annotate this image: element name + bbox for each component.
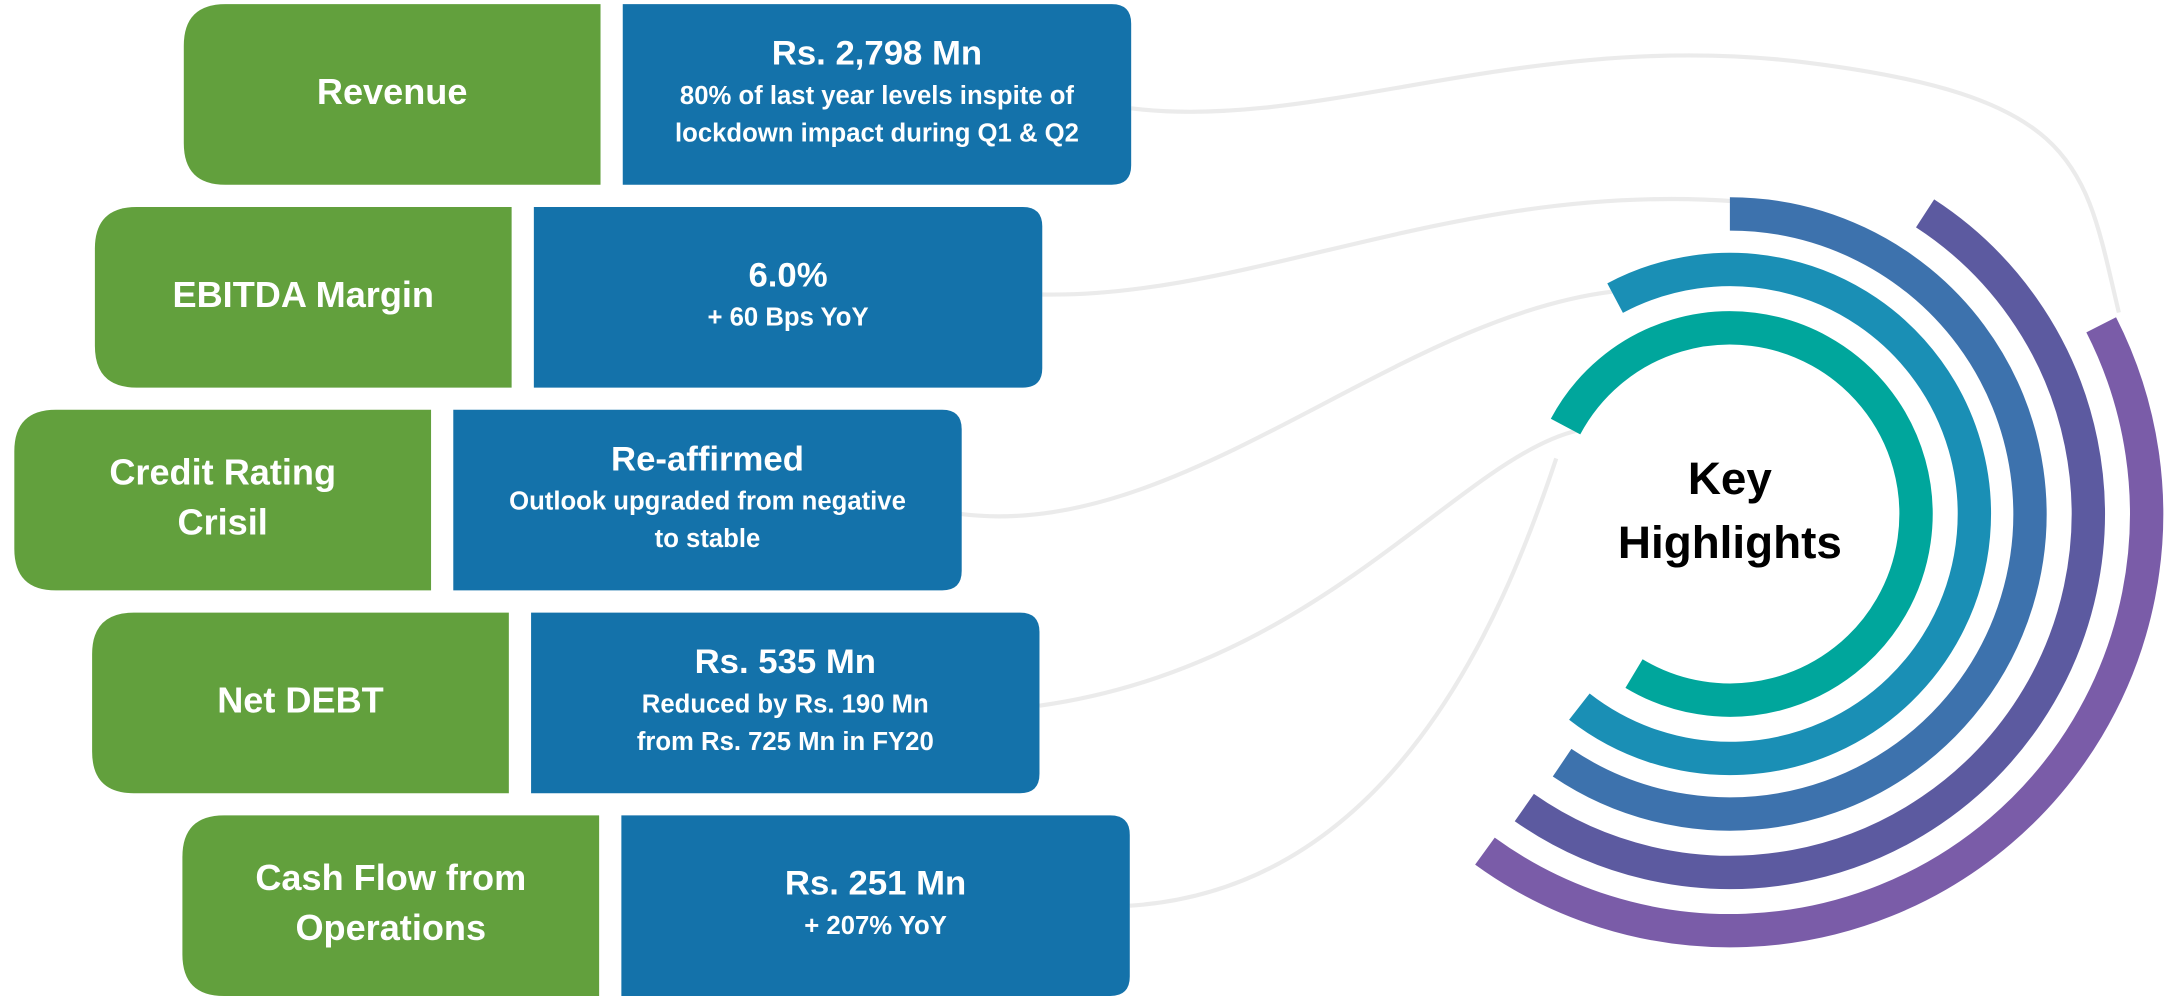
connector [1042,196,1737,297]
detail-text: Outlook upgraded from negative [509,488,906,516]
label-box [92,612,509,794]
connector [1039,428,1578,708]
detail-text: to stable [655,525,761,553]
detail-text: from Rs. 725 Mn in FY20 [637,728,934,756]
label-box [182,815,600,996]
detail-text: + 207% YoY [804,912,947,940]
ring-arc [1550,311,1933,717]
label-box [14,409,432,591]
label-text: Net DEBT [217,679,384,720]
ring-arc [1552,197,2047,831]
detail-text: + 60 Bps YoY [708,304,869,332]
label-text: EBITDA Margin [173,274,434,315]
ring-arc [1475,317,2164,948]
ring-arc [1514,199,2105,890]
center-title: Highlights [1618,517,1842,568]
value-box [621,815,1130,996]
value-text: Rs. 251 Mn [785,865,966,903]
center-title: Key [1688,453,1773,504]
value-text: 6.0% [748,256,827,294]
connector [1129,457,1559,908]
connectors [960,53,2121,908]
value-text: Rs. 535 Mn [695,643,876,681]
label-box [183,4,601,185]
label-text: Revenue [317,71,468,112]
detail-text: 80% of last year levels inspite of [680,82,1074,110]
value-box [531,612,1040,794]
label-text: Cash Flow from [255,857,526,898]
ring-arc [1569,252,1992,776]
connector [960,289,1613,519]
value-text: Re-affirmed [611,440,804,478]
label-text: Operations [295,907,486,948]
label-box [94,206,512,388]
detail-text: Reduced by Rs. 190 Mn [642,690,929,718]
connector [1130,53,2121,314]
detail-text: lockdown impact during Q1 & Q2 [675,120,1079,148]
value-text: Rs. 2,798 Mn [772,35,982,73]
value-box [533,206,1043,388]
label-text: Crisil [178,502,268,543]
value-box [622,4,1132,185]
label-text: Credit Rating [109,452,336,493]
value-box [453,409,962,591]
